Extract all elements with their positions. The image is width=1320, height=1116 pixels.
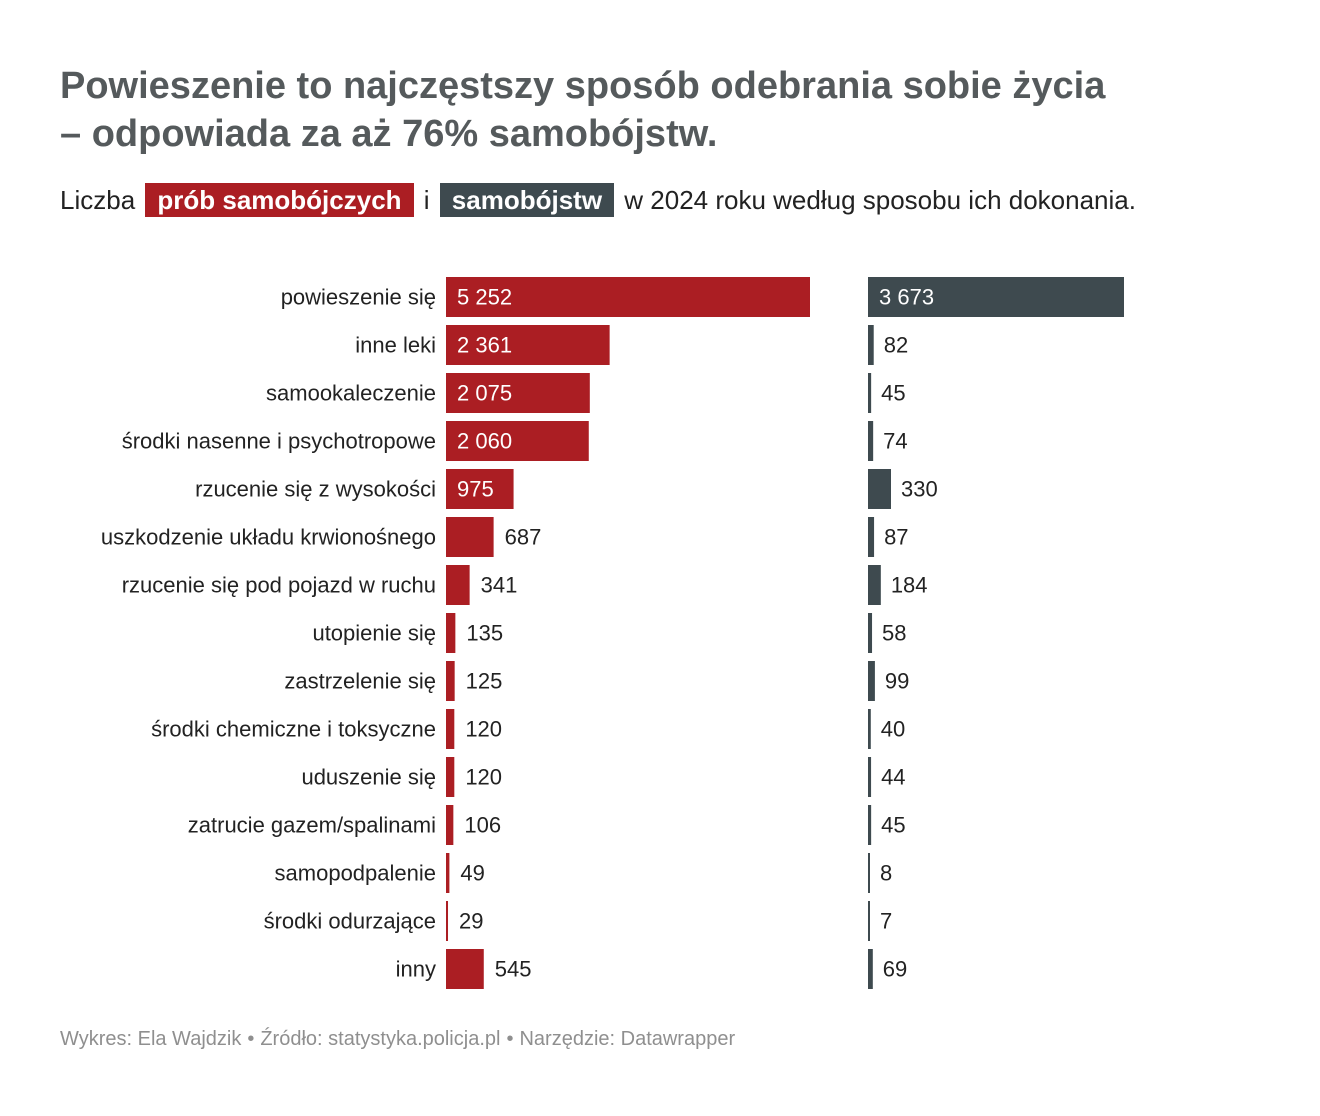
value-label-suicides: 45 [881,813,905,838]
value-label-attempts: 49 [460,861,484,886]
footer-separator: • [506,1028,514,1050]
value-label-suicides: 99 [885,669,909,694]
value-label-attempts: 135 [466,621,503,646]
bar-attempts [446,709,455,749]
bar-suicides [868,517,875,557]
category-label: samookaleczenie [266,381,436,406]
value-label-attempts: 2 075 [457,381,512,406]
category-label: uszkodzenie układu krwionośnego [101,525,436,550]
bar-suicides [868,469,892,509]
bar-suicides [868,613,873,653]
bar-suicides [868,325,874,365]
chart-subtitle: Liczba prób samobójczych i samobójstw w … [60,182,1136,218]
bar-attempts [446,949,484,989]
footer-separator: • [247,1028,255,1050]
bar-suicides [868,709,871,749]
value-label-suicides: 87 [884,525,908,550]
bar-suicides [868,661,875,701]
value-label-attempts: 545 [495,957,532,982]
value-label-attempts: 341 [481,573,518,598]
category-label: powieszenie się [281,285,436,310]
chart-title-line-1: Powieszenie to najczęstszy sposób odebra… [60,65,1106,107]
category-label: inne leki [355,333,436,358]
category-label: zastrzelenie się [284,669,436,694]
value-label-attempts: 2 060 [457,429,512,454]
value-label-suicides: 184 [891,573,928,598]
bar-attempts [446,661,455,701]
value-label-attempts: 2 361 [457,333,512,358]
value-label-attempts: 687 [505,525,542,550]
value-label-suicides: 58 [882,621,906,646]
bar-chart: powieszenie się 5 252 3 673 inne leki 2 361 8… [101,277,1124,989]
value-label-attempts: 120 [465,765,502,790]
value-label-attempts: 29 [459,909,483,934]
legend-suicides-chip: samobójstw [439,183,615,217]
category-label: utopienie się [312,621,436,646]
subtitle-prefix: Liczba [60,185,136,215]
bar-attempts [446,613,456,653]
value-label-suicides: 69 [883,957,907,982]
value-label-suicides: 44 [881,765,905,790]
value-label-suicides: 3 673 [879,285,934,310]
bar-attempts [446,757,455,797]
bar-attempts [446,565,470,605]
bar-suicides [868,853,870,893]
value-label-suicides: 74 [883,429,907,454]
bar-attempts [446,277,810,317]
category-label: inny [396,957,436,982]
bar-attempts [446,853,450,893]
value-label-suicides: 7 [880,909,892,934]
value-label-suicides: 82 [884,333,908,358]
category-label: środki chemiczne i toksyczne [151,717,436,742]
footer-author: Wykres: Ela Wajdzik [60,1028,242,1050]
value-label-suicides: 8 [880,861,892,886]
category-label: rzucenie się z wysokości [195,477,436,502]
bar-attempts [446,325,610,365]
category-label: samopodpalenie [275,861,436,886]
bar-attempts [446,805,454,845]
bar-suicides [868,757,872,797]
bar-attempts [446,469,514,509]
category-label: zatrucie gazem/spalinami [188,813,436,838]
value-label-attempts: 975 [457,477,494,502]
chart-footer: Wykres: Ela Wajdzik • Źródło: statystyka.p… [60,1028,735,1051]
category-label: środki odurzające [264,909,436,934]
bar-suicides [868,373,872,413]
footer-tool: Narzędzie: Datawrapper [519,1028,736,1050]
footer-source: Źródło: statystyka.policja.pl [260,1028,501,1050]
value-label-attempts: 120 [465,717,502,742]
bar-attempts [446,421,589,461]
bar-suicides [868,901,870,941]
subtitle-suffix: w 2024 roku według sposobu ich dokonania… [624,185,1136,215]
bar-attempts [446,373,590,413]
legend-attempts-chip: prób samobójczych [145,183,414,217]
category-label: środki nasenne i psychotropowe [122,429,436,454]
subtitle-middle: i [423,185,430,215]
value-label-suicides: 330 [901,477,938,502]
bar-attempts [446,517,494,557]
value-label-attempts: 5 252 [457,285,512,310]
value-label-suicides: 40 [881,717,905,742]
category-label: rzucenie się pod pojazd w ruchu [122,573,436,598]
bar-suicides [868,565,881,605]
bar-suicides [868,805,872,845]
chart-title: Powieszenie to najczęstszy sposób odebra… [60,62,1260,158]
bar-suicides [868,421,874,461]
value-label-attempts: 125 [466,669,503,694]
value-label-suicides: 45 [881,381,905,406]
value-label-attempts: 106 [464,813,501,838]
category-label: uduszenie się [301,765,436,790]
bar-suicides [868,277,1124,317]
bar-attempts [446,901,449,941]
bar-suicides [868,949,873,989]
chart-title-line-2: – odpowiada za aż 76% samobójstw. [60,113,718,155]
